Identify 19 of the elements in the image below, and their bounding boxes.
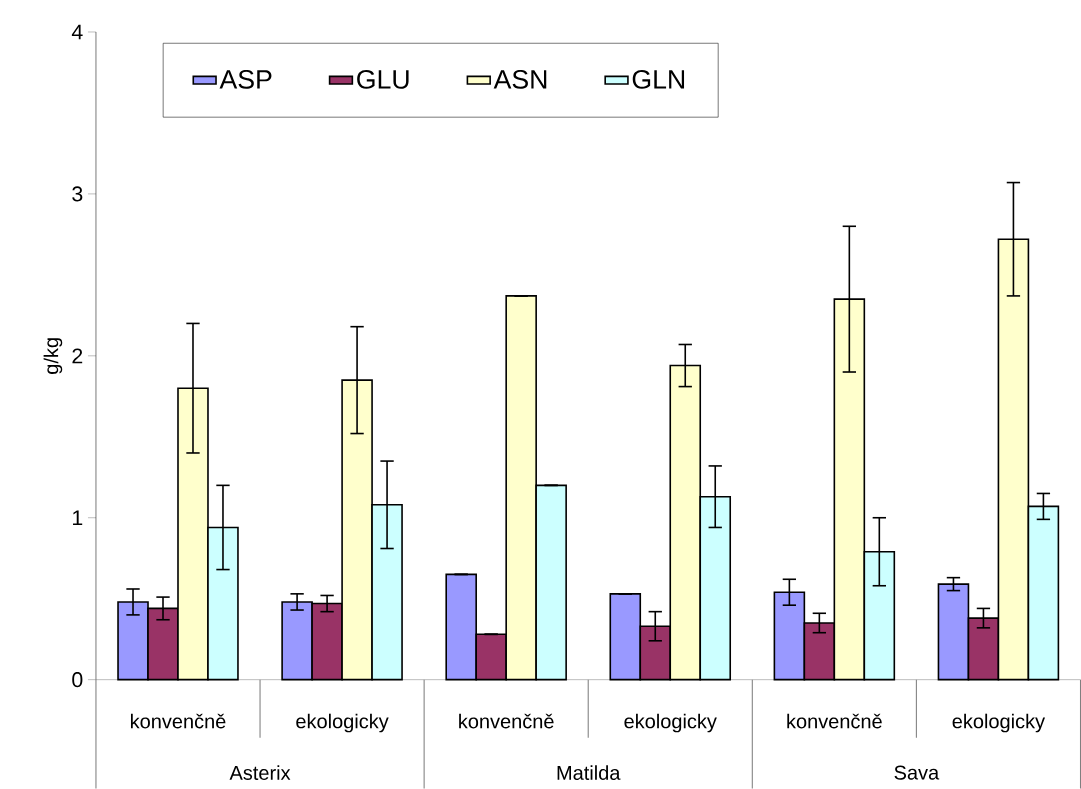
y-tick-label: 3 bbox=[72, 186, 83, 202]
y-tick-label: 1 bbox=[73, 510, 83, 526]
x-tick-label: ekologicky bbox=[624, 713, 717, 733]
y-tick-label: 0 bbox=[72, 672, 83, 688]
x-tick-label: konvenčně bbox=[459, 713, 554, 729]
x-tick-label: ekologicky bbox=[296, 713, 389, 733]
text: Asterix bbox=[229, 765, 291, 780]
legend-label: GLN bbox=[632, 69, 685, 89]
x-tick-label: konvenčně bbox=[787, 713, 882, 729]
y-tick-label: 2 bbox=[72, 348, 83, 364]
x-tick-label: konvenčně bbox=[130, 713, 226, 729]
y-tick-label: 4 bbox=[71, 24, 83, 40]
y-axis-title: g/kg bbox=[43, 338, 63, 374]
text: Sava bbox=[894, 765, 940, 780]
legend-label: ASN bbox=[493, 69, 547, 89]
x-tick-label: ekologicky bbox=[952, 713, 1046, 733]
text: Matilda bbox=[557, 765, 621, 780]
legend-label: ASP bbox=[219, 69, 272, 89]
legend-label: GLU bbox=[357, 69, 409, 89]
